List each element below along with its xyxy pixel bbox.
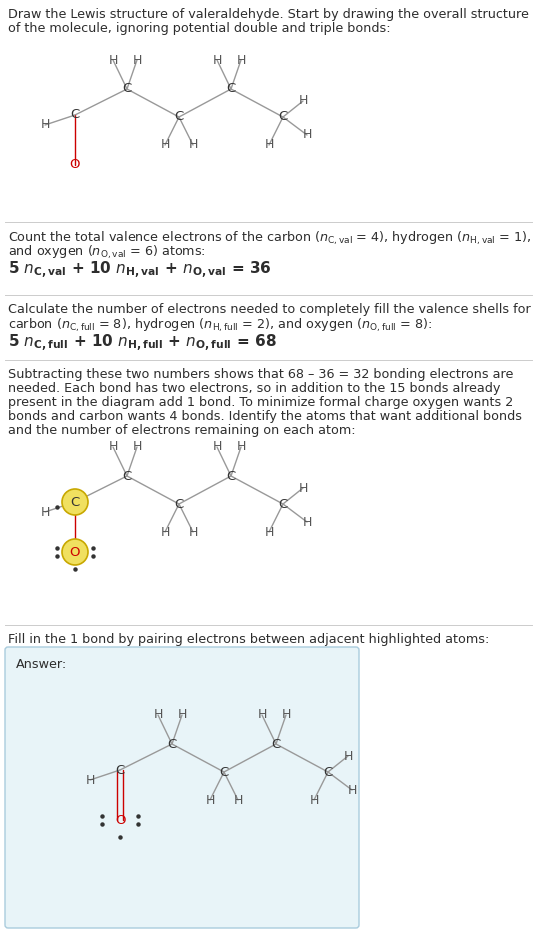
Text: Subtracting these two numbers shows that 68 – 36 = 32 bonding electrons are: Subtracting these two numbers shows that… — [8, 368, 513, 381]
Text: bonds and carbon wants 4 bonds. Identify the atoms that want additional bonds: bonds and carbon wants 4 bonds. Identify… — [8, 410, 522, 423]
Text: O: O — [70, 159, 80, 171]
Text: C: C — [175, 110, 184, 123]
Text: C: C — [227, 82, 236, 95]
Text: 5 $\it{n}$$_\mathregular{C,val}$ + 10 $\it{n}$$_\mathregular{H,val}$ + $\it{n}$$: 5 $\it{n}$$_\mathregular{C,val}$ + 10 $\… — [8, 260, 272, 281]
Text: H: H — [264, 525, 274, 539]
Text: C: C — [175, 497, 184, 511]
Text: H: H — [40, 506, 50, 519]
Text: C: C — [278, 497, 288, 511]
Text: Calculate the number of electrons needed to completely fill the valence shells f: Calculate the number of electrons needed… — [8, 303, 531, 316]
Text: H: H — [161, 525, 170, 539]
Text: needed. Each bond has two electrons, so in addition to the 15 bonds already: needed. Each bond has two electrons, so … — [8, 382, 500, 395]
Text: C: C — [271, 738, 281, 751]
Text: C: C — [122, 82, 132, 95]
Text: H: H — [264, 138, 274, 151]
Text: H: H — [347, 784, 357, 797]
Text: H: H — [212, 440, 222, 453]
Text: O: O — [70, 545, 80, 558]
Text: O: O — [115, 813, 125, 827]
Text: H: H — [108, 440, 118, 453]
Text: H: H — [302, 515, 311, 528]
Text: H: H — [132, 53, 142, 66]
Text: C: C — [227, 469, 236, 482]
Text: H: H — [205, 794, 215, 807]
Text: C: C — [70, 108, 79, 122]
Text: H: H — [153, 709, 163, 722]
Text: present in the diagram add 1 bond. To minimize formal charge oxygen wants 2: present in the diagram add 1 bond. To mi… — [8, 396, 513, 409]
Text: Fill in the 1 bond by pairing electrons between adjacent highlighted atoms:: Fill in the 1 bond by pairing electrons … — [8, 633, 489, 646]
Text: H: H — [236, 440, 246, 453]
Text: C: C — [323, 766, 332, 779]
Text: C: C — [122, 469, 132, 482]
Circle shape — [62, 489, 88, 515]
Text: and the number of electrons remaining on each atom:: and the number of electrons remaining on… — [8, 424, 355, 437]
Text: C: C — [115, 764, 125, 776]
Text: 5 $\it{n}$$_\mathregular{C,full}$ + 10 $\it{n}$$_\mathregular{H,full}$ + $\it{n}: 5 $\it{n}$$_\mathregular{C,full}$ + 10 $… — [8, 333, 277, 354]
Text: H: H — [212, 53, 222, 66]
Text: H: H — [299, 94, 308, 108]
Text: carbon ($\it{n}$$_\mathregular{C,full}$ = 8), hydrogen ($\it{n}$$_\mathregular{H: carbon ($\it{n}$$_\mathregular{C,full}$ … — [8, 317, 432, 334]
Text: C: C — [70, 496, 79, 509]
Text: H: H — [257, 709, 267, 722]
Text: H: H — [233, 794, 243, 807]
Text: H: H — [85, 773, 95, 786]
Text: H: H — [343, 750, 353, 763]
Text: H: H — [108, 53, 118, 66]
Text: H: H — [281, 709, 291, 722]
Text: of the molecule, ignoring potential double and triple bonds:: of the molecule, ignoring potential doub… — [8, 22, 390, 35]
FancyBboxPatch shape — [5, 647, 359, 928]
Text: H: H — [188, 525, 198, 539]
Text: Answer:: Answer: — [16, 658, 67, 671]
Text: C: C — [220, 766, 229, 779]
Text: H: H — [188, 138, 198, 151]
Text: C: C — [278, 110, 288, 123]
Text: Draw the Lewis structure of valeraldehyde. Start by drawing the overall structur: Draw the Lewis structure of valeraldehyd… — [8, 8, 529, 21]
Text: H: H — [236, 53, 246, 66]
Text: H: H — [40, 119, 50, 132]
Text: H: H — [132, 440, 142, 453]
Text: H: H — [299, 482, 308, 495]
Text: C: C — [168, 738, 177, 751]
Text: H: H — [161, 138, 170, 151]
Text: and oxygen ($\it{n}$$_\mathregular{O,val}$ = 6) atoms:: and oxygen ($\it{n}$$_\mathregular{O,val… — [8, 244, 206, 261]
Text: H: H — [309, 794, 318, 807]
Text: Count the total valence electrons of the carbon ($\it{n}$$_\mathregular{C,val}$ : Count the total valence electrons of the… — [8, 230, 532, 247]
Circle shape — [62, 539, 88, 565]
Text: H: H — [177, 709, 187, 722]
Text: H: H — [302, 128, 311, 141]
